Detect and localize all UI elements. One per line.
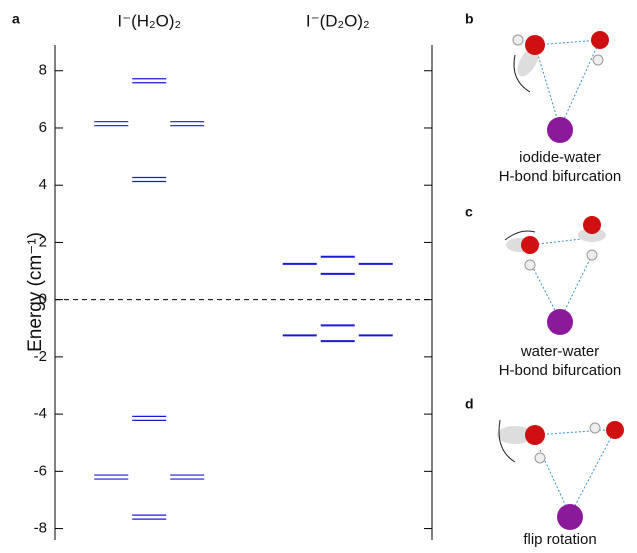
inset-caption: H-bond bifurcation [499,168,622,185]
y-tick-label: -2 [34,348,47,365]
y-tick-label: 2 [39,233,47,250]
inset-caption: H-bond bifurcation [499,362,622,379]
level [94,475,128,479]
y-tick-label: -6 [34,462,47,479]
y-tick-label: -4 [34,405,47,422]
y-tick-label: -8 [34,520,47,537]
series-title: I⁻(H₂O)₂ [117,11,181,30]
inset-b-molecule [513,31,609,143]
level [132,515,166,519]
inset-caption: flip rotation [523,531,596,548]
panel-label: b [465,11,474,27]
level [170,475,204,479]
level [132,177,166,181]
figure: a Energy (cm⁻¹) -8-6-4-202468I⁻(H₂O)₂I⁻(… [0,0,637,548]
y-tick-label: 4 [39,176,47,193]
level [94,122,128,126]
y-tick-label: 0 [39,291,47,308]
y-tick-label: 6 [39,119,47,136]
inset-caption: water-water [520,343,599,360]
panel-label: c [465,204,473,220]
inset-caption: iodide-water [519,149,601,166]
level [132,416,166,420]
series-title: I⁻(D₂O)₂ [306,11,370,30]
level [132,79,166,83]
panel-label: d [465,396,474,412]
y-tick-label: 8 [39,62,47,79]
level [170,122,204,126]
inset-d-molecule [497,420,624,530]
panel-label: a [12,11,20,27]
inset-c-molecule [505,216,606,335]
